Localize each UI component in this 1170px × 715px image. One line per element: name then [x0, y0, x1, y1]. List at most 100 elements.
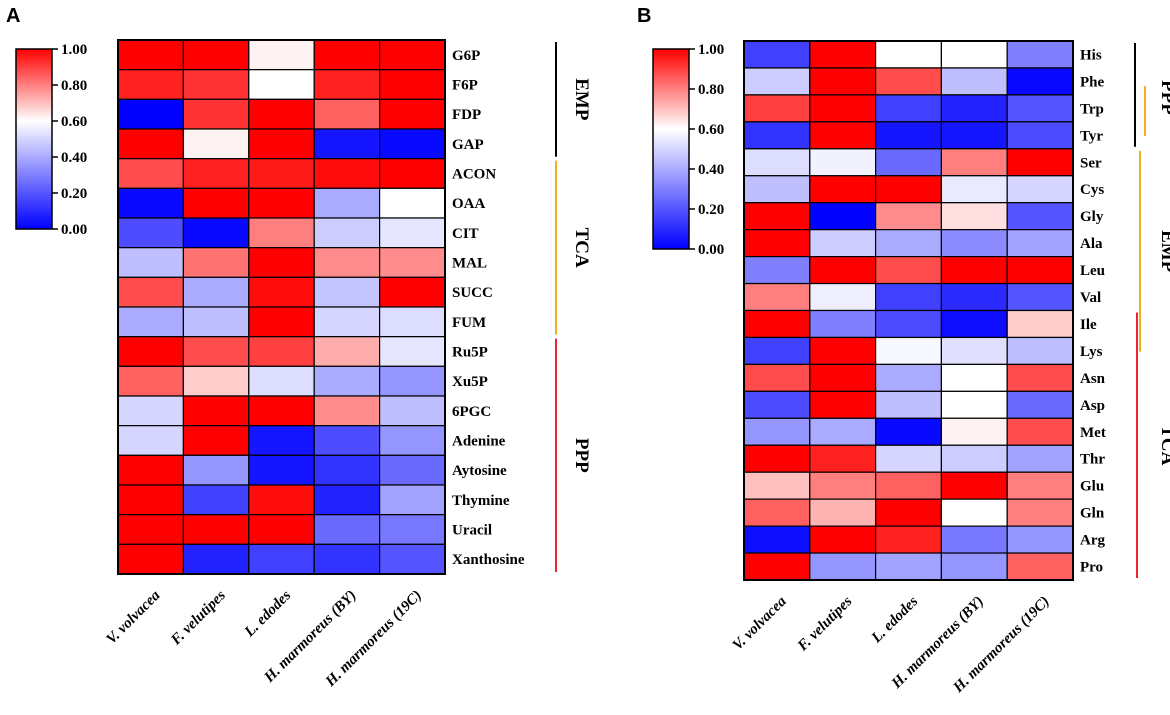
heatmap-cell-ala-l-edodes: [874, 229, 942, 258]
heatmap-cell-fdp-h-marmoreus-19c: [379, 98, 446, 130]
heatmap-cell-acon-v-volvacea: [117, 158, 185, 189]
heatmap-cell-thr-h-marmoreus-by: [940, 444, 1008, 473]
heatmap-cell-fdp-h-marmoreus-by: [313, 98, 381, 130]
row-label-glu: Glu: [1080, 479, 1104, 495]
row-label-lys: Lys: [1080, 344, 1103, 360]
row-label-fdp: FDP: [452, 107, 481, 123]
heatmap-cell-uracil-h-marmoreus-by: [313, 514, 381, 545]
heatmap-cell-6pgc-v-volvacea: [117, 395, 185, 427]
row-label-aytosine: Aytosine: [452, 463, 507, 479]
heatmap-cell-cys-v-volvacea: [743, 175, 811, 204]
heatmap-cell-gln-l-edodes: [874, 498, 942, 527]
heatmap-cell-asp-h-marmoreus-19c: [1006, 390, 1074, 419]
heatmap-cell-xanthosine-h-marmoreus-by: [313, 543, 381, 575]
heatmap-cell-fdp-f-velutipes: [182, 98, 250, 130]
heatmap-cell-f6p-h-marmoreus-by: [313, 69, 381, 100]
heatmap-cell-adenine-h-marmoreus-by: [313, 425, 381, 456]
colorbar-tick-label: 0.60: [698, 122, 724, 138]
column-label-f-velutipes: F. velutipes: [168, 587, 229, 648]
heatmap-cell-val-h-marmoreus-by: [940, 282, 1008, 312]
heatmap-cell-fum-h-marmoreus-19c: [379, 306, 446, 338]
heatmap-cell-thr-h-marmoreus-19c: [1006, 444, 1074, 473]
colorbar-tick-label: 0.00: [698, 242, 724, 258]
heatmap-cell-lys-l-edodes: [874, 336, 942, 366]
heatmap-cell-succ-v-volvacea: [117, 276, 185, 308]
heatmap-cell-mal-f-velutipes: [182, 247, 250, 278]
heatmap-cell-succ-l-edodes: [248, 276, 315, 308]
heatmap-cell-oaa-h-marmoreus-by: [313, 187, 381, 219]
row-label-acon: ACON: [452, 167, 496, 183]
row-label-thymine: Thymine: [452, 493, 510, 509]
heatmap-cell-gap-h-marmoreus-19c: [379, 128, 446, 160]
heatmap-cell-phe-h-marmoreus-19c: [1006, 67, 1074, 96]
panel-a-row-labels: G6P F6P FDP GAP ACON OAA CIT MAL SUCC FUM Ru5P Xu5P…: [452, 48, 525, 568]
heatmap-cell-his-v-volvacea: [743, 40, 811, 69]
heatmap-cell-val-l-edodes: [874, 282, 942, 312]
column-label-f-velutipes: F. velutipes: [794, 593, 855, 654]
heatmap-cell-mal-h-marmoreus-19c: [379, 247, 446, 278]
heatmap-cell-glu-h-marmoreus-19c: [1006, 471, 1074, 500]
heatmap-cell-pro-v-volvacea: [743, 552, 811, 581]
heatmap-cell-aytosine-l-edodes: [248, 454, 315, 486]
heatmap-cell-ile-f-velutipes: [809, 309, 877, 339]
row-label-cit: CIT: [452, 226, 479, 242]
row-label-succ: SUCC: [452, 285, 493, 301]
heatmap-cell-cit-h-marmoreus-19c: [379, 217, 446, 249]
row-label-f6p: F6P: [452, 78, 478, 94]
heatmap-cell-adenine-h-marmoreus-19c: [379, 425, 446, 456]
column-label-v-volvacea: V. volvacea: [104, 587, 164, 647]
heatmap-cell-trp-h-marmoreus-19c: [1006, 94, 1074, 123]
heatmap-cell-ala-h-marmoreus-by: [940, 229, 1008, 258]
panel-a: A 1.00 0.80 0.60 0.40 0.20 0.00 G6P F6P FDP GAP A…: [6, 5, 592, 691]
heatmap-cell-cit-f-velutipes: [182, 217, 250, 249]
row-label-mal: MAL: [452, 256, 487, 272]
heatmap-cell-met-l-edodes: [874, 417, 942, 446]
heatmap-cell-thymine-h-marmoreus-19c: [379, 484, 446, 516]
group-label-ppp: PPP: [571, 438, 592, 473]
heatmap-cell-6pgc-h-marmoreus-by: [313, 395, 381, 427]
column-label-l-edodes: L. edodes: [868, 593, 921, 646]
heatmap-cell-xu5p-l-edodes: [248, 365, 315, 397]
heatmap-cell-pro-h-marmoreus-by: [940, 552, 1008, 581]
heatmap-cell-uracil-v-volvacea: [117, 514, 185, 545]
row-label-uracil: Uracil: [452, 523, 492, 539]
row-label-ala: Ala: [1080, 236, 1103, 252]
heatmap-cell-leu-l-edodes: [874, 256, 942, 285]
heatmap-cell-gap-f-velutipes: [182, 128, 250, 160]
row-label-adenine: Adenine: [452, 434, 506, 450]
heatmap-cell-mal-l-edodes: [248, 247, 315, 278]
heatmap-cell-his-h-marmoreus-by: [940, 40, 1008, 69]
heatmap-cell-g6p-f-velutipes: [182, 39, 250, 71]
group-label-emp: EMP: [571, 78, 592, 121]
heatmap-cell-his-l-edodes: [874, 40, 942, 69]
colorbar-tick-label: 1.00: [698, 42, 724, 58]
heatmap-cell-aytosine-h-marmoreus-19c: [379, 454, 446, 486]
heatmap-cell-glu-h-marmoreus-by: [940, 471, 1008, 500]
heatmap-cell-leu-h-marmoreus-by: [940, 256, 1008, 285]
heatmap-cell-f6p-v-volvacea: [117, 69, 185, 100]
heatmap-cell-cys-f-velutipes: [809, 175, 877, 204]
row-label-xanthosine: Xanthosine: [452, 552, 525, 568]
heatmap-cell-leu-h-marmoreus-19c: [1006, 256, 1074, 285]
heatmap-cell-mal-h-marmoreus-by: [313, 247, 381, 278]
heatmap-cell-ser-h-marmoreus-by: [940, 148, 1008, 177]
heatmap-cell-ala-v-volvacea: [743, 229, 811, 258]
row-label-fum: FUM: [452, 315, 486, 331]
heatmap-cell-aytosine-h-marmoreus-by: [313, 454, 381, 486]
heatmap-cell-asp-v-volvacea: [743, 390, 811, 419]
colorbar-gradient: [15, 48, 53, 230]
panel-a-colorbar: 1.00 0.80 0.60 0.40 0.20 0.00: [15, 42, 87, 238]
heatmap-cell-asn-v-volvacea: [743, 363, 811, 392]
heatmap-cell-phe-l-edodes: [874, 67, 942, 96]
group-label-emp: EMP: [1157, 230, 1170, 273]
heatmap-cell-xu5p-v-volvacea: [117, 365, 185, 397]
row-label-phe: Phe: [1080, 74, 1105, 90]
heatmap-cell-6pgc-l-edodes: [248, 395, 315, 427]
heatmap-cell-arg-h-marmoreus-19c: [1006, 525, 1074, 554]
heatmap-cell-his-h-marmoreus-19c: [1006, 40, 1074, 69]
colorbar-tick-label: 0.80: [698, 82, 724, 98]
heatmap-border: [743, 40, 1074, 581]
